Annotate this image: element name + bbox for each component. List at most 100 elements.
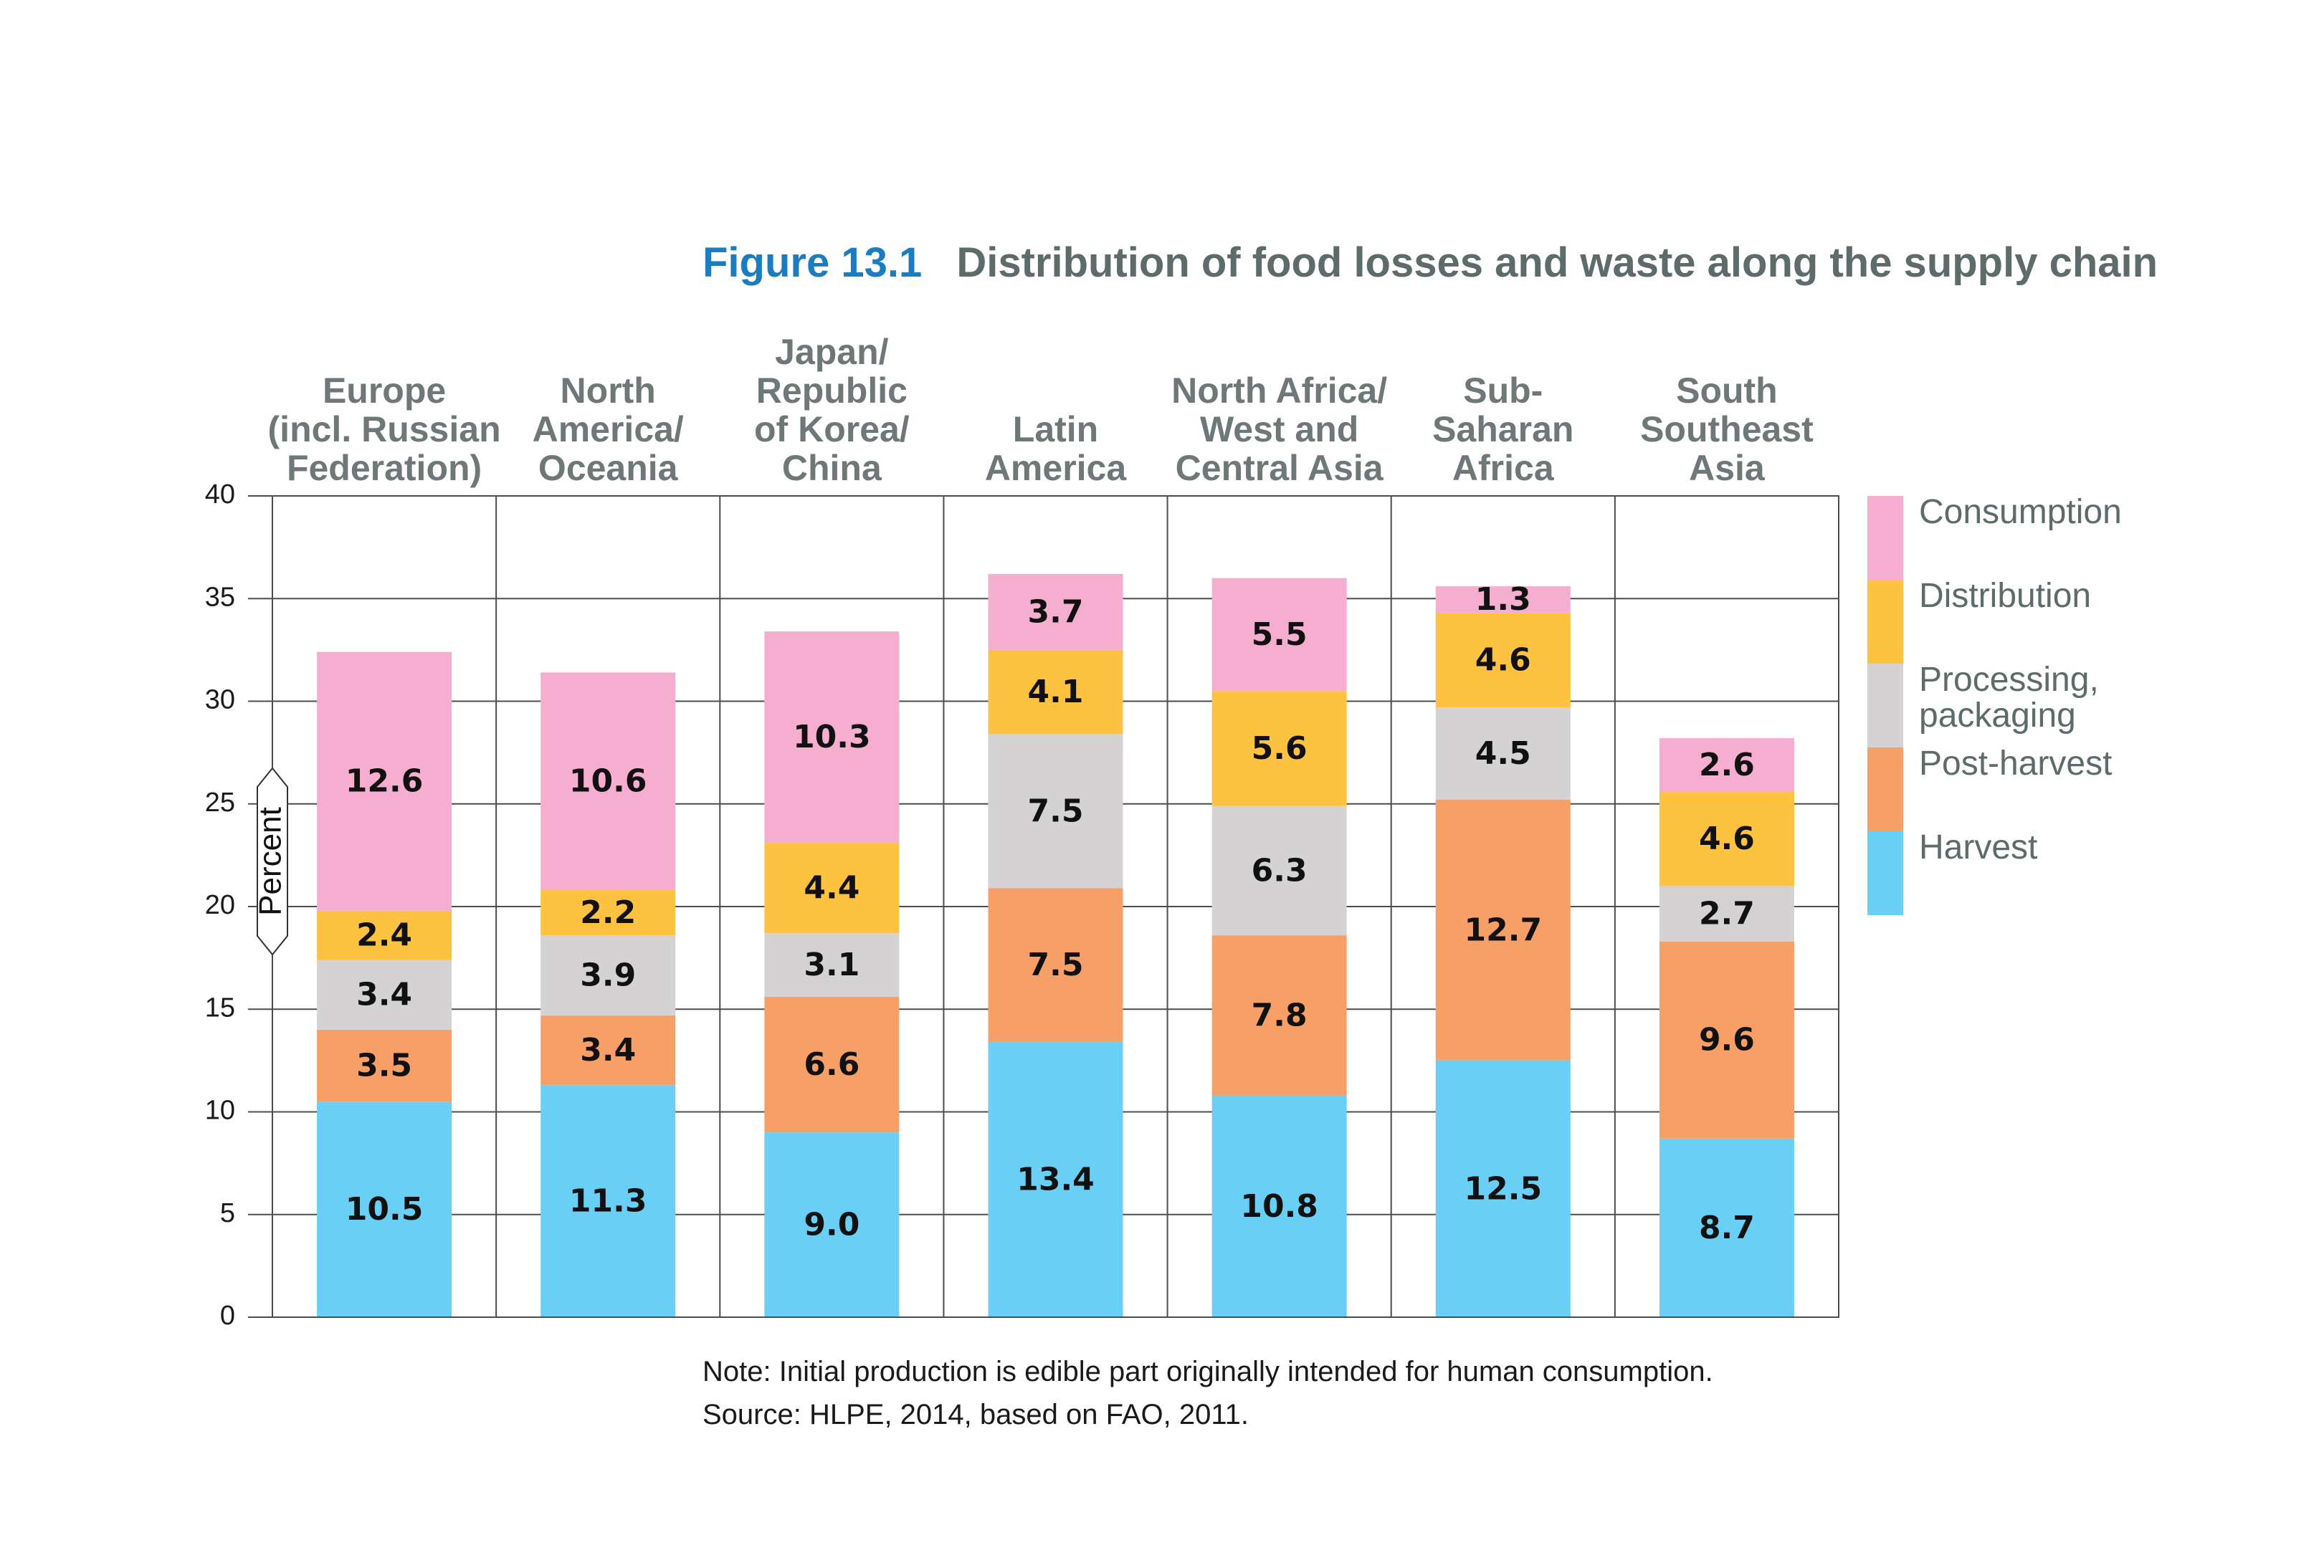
bar-segment-distribution — [1211, 691, 1347, 806]
bar-segment-post-harvest — [317, 1029, 452, 1102]
y-tick-label: 5 — [220, 1198, 235, 1228]
data-label: 13.4 — [1016, 1162, 1095, 1198]
bar-segment-post-harvest — [1659, 941, 1794, 1139]
category-label: South Southeast Asia — [1640, 371, 1814, 488]
data-label: 4.6 — [1475, 642, 1531, 679]
bar-segment-post-harvest — [1211, 935, 1347, 1096]
source: Source: HLPE, 2014, based on FAO, 2011. — [703, 1399, 1249, 1430]
legend-swatch — [1867, 664, 1903, 747]
data-label: 10.6 — [569, 763, 647, 800]
data-label: 2.4 — [356, 917, 412, 954]
bar-segment-harvest — [1211, 1095, 1347, 1317]
bar-segment-harvest — [1659, 1138, 1794, 1317]
data-label: 10.5 — [346, 1191, 424, 1228]
bar-segment-distribution — [540, 890, 676, 936]
y-tick-label: 0 — [220, 1301, 235, 1331]
bar-segment-consumption — [1211, 578, 1347, 692]
bar-segment-processing-packaging — [988, 734, 1123, 889]
y-tick-label: 40 — [205, 479, 235, 510]
svg-text:Figure 13.1 Distribution o: Figure 13.1 Distribution of food losses … — [703, 239, 2158, 286]
category-label: Sub-Saharan Africa — [1432, 371, 1573, 488]
bar-segment-distribution — [988, 649, 1123, 735]
y-tick-label: 20 — [205, 890, 235, 920]
data-label: 12.7 — [1465, 912, 1543, 948]
bar-segment-consumption — [317, 651, 452, 911]
y-tick-label: 10 — [205, 1096, 235, 1126]
bar-segment-post-harvest — [540, 1015, 676, 1086]
figure-number: Figure 13.1 — [703, 239, 922, 286]
bar-segment-post-harvest — [764, 997, 900, 1133]
bar-segment-distribution — [1435, 613, 1571, 708]
y-tick-label: 30 — [205, 685, 235, 715]
bar-segment-consumption — [764, 631, 900, 843]
legend-swatch — [1867, 580, 1903, 664]
y-axis-label: Percent — [253, 807, 288, 916]
data-label: 7.5 — [1028, 947, 1084, 983]
bars: 10.5 3.5 3.4 2.4 12.6 11.3 3.4 3.9 2.2 10.6 9.0 6.6… — [317, 573, 1794, 1317]
y-tick-label: 15 — [205, 993, 235, 1023]
data-label: 8.7 — [1699, 1210, 1755, 1246]
data-label: 3.1 — [804, 947, 859, 983]
data-label: 3.4 — [356, 977, 412, 1013]
data-label: 10.3 — [793, 719, 871, 755]
bar-segment-consumption — [540, 672, 676, 891]
data-label: 6.6 — [804, 1046, 859, 1083]
bar-segment-harvest — [1435, 1060, 1571, 1317]
data-label: 9.0 — [804, 1207, 859, 1243]
y-axis-label-group: Percent — [253, 767, 288, 956]
data-label: 1.3 — [1475, 581, 1531, 618]
y-tick-label: 35 — [205, 582, 235, 612]
legend: Consumption Distribution Processing, packag… — [1867, 493, 2122, 915]
data-label: 3.9 — [580, 957, 636, 993]
bar-segment-processing-packaging — [540, 935, 676, 1015]
y-tick-label: 25 — [205, 788, 235, 818]
data-label: 2.6 — [1699, 747, 1755, 783]
bar-segment-distribution — [1659, 791, 1794, 886]
legend-swatch — [1867, 496, 1903, 580]
category-label: Latin America — [985, 409, 1128, 488]
bar-segment-distribution — [317, 910, 452, 960]
legend-label: Distribution — [1919, 577, 2091, 615]
legend-swatch — [1867, 747, 1903, 831]
data-label: 2.2 — [580, 894, 636, 931]
legend-label: Harvest — [1919, 828, 2037, 866]
data-label: 12.5 — [1465, 1170, 1543, 1207]
data-label: 6.3 — [1252, 852, 1308, 889]
bar-segment-harvest — [540, 1085, 676, 1317]
data-label: 7.5 — [1028, 793, 1084, 829]
data-label: 4.4 — [804, 870, 859, 907]
data-label: 9.6 — [1699, 1022, 1755, 1058]
data-label: 12.6 — [346, 763, 424, 800]
category-label: North America/Oceania — [533, 371, 684, 488]
data-label: 4.1 — [1028, 674, 1084, 710]
data-label: 11.3 — [569, 1183, 647, 1220]
y-axis-label-frame — [257, 767, 288, 956]
data-label: 5.5 — [1252, 616, 1308, 653]
data-label: 4.6 — [1699, 821, 1755, 857]
note: Note: Initial production is edible part … — [703, 1356, 1713, 1387]
data-label: 4.5 — [1475, 735, 1531, 772]
legend-label: Processing, packaging — [1919, 661, 2099, 735]
category-label: Japan/Republic of Korea/China — [754, 332, 910, 488]
data-label: 3.7 — [1028, 593, 1084, 630]
bar-segment-processing-packaging — [317, 960, 452, 1030]
data-label: 3.5 — [356, 1048, 412, 1084]
bar-segment-post-harvest — [1435, 800, 1571, 1061]
bar-segment-consumption — [988, 573, 1123, 650]
data-label: 5.6 — [1252, 730, 1308, 767]
bar-segment-processing-packaging — [764, 933, 900, 998]
bar-segment-processing-packaging — [1435, 707, 1571, 800]
y-axis-ticks: 0 5 10 15 20 25 30 35 40 — [205, 479, 235, 1331]
bar-segment-distribution — [764, 843, 900, 934]
legend-swatch — [1867, 831, 1903, 915]
category-label: North Africa/West and Central Asia — [1171, 371, 1387, 488]
legend-label: Post-harvest — [1919, 745, 2112, 783]
bar-segment-harvest — [764, 1132, 900, 1317]
category-label: Europe (incl. Russian Federation) — [268, 371, 501, 488]
legend-label: Consumption — [1919, 493, 2122, 531]
bar-segment-processing-packaging — [1659, 886, 1794, 942]
bar-segment-harvest — [317, 1101, 452, 1317]
data-label: 2.7 — [1699, 896, 1755, 932]
data-label: 10.8 — [1240, 1188, 1318, 1225]
